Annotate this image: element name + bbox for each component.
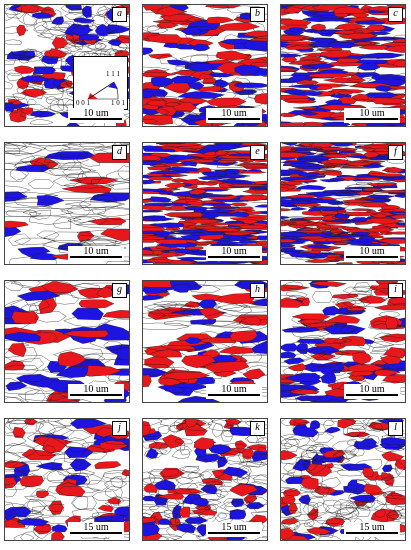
scale-bar-line bbox=[208, 394, 260, 396]
scale-bar-label: 15 um bbox=[359, 522, 385, 533]
scale-bar-line bbox=[70, 256, 122, 258]
legend-label-101: 1 0 1 bbox=[111, 99, 125, 107]
scale-bar-label: 10 um bbox=[83, 246, 109, 257]
ebsd-map-j: j 15 um bbox=[4, 418, 130, 541]
scale-bar: 10 um bbox=[344, 246, 400, 261]
scale-bar-line bbox=[70, 532, 122, 534]
scale-bar: 10 um bbox=[344, 108, 400, 123]
ebsd-map-f: f 10 um bbox=[280, 142, 406, 265]
scale-bar: 15 um bbox=[68, 522, 124, 537]
scale-bar-line bbox=[70, 394, 122, 396]
scale-bar: 10 um bbox=[68, 246, 124, 261]
ebsd-map-image bbox=[143, 281, 267, 402]
ebsd-map-i: i 10 um bbox=[280, 280, 406, 403]
ebsd-map-image bbox=[143, 5, 267, 126]
panel-label: j bbox=[112, 421, 127, 436]
scale-bar-line bbox=[346, 532, 398, 534]
ebsd-map-image bbox=[281, 5, 405, 126]
ipf-triangle-icon bbox=[86, 81, 119, 100]
scale-bar-label: 10 um bbox=[359, 384, 385, 395]
ebsd-map-c: c 10 um bbox=[280, 4, 406, 127]
scale-bar-line bbox=[70, 118, 122, 120]
scale-bar-label: 10 um bbox=[221, 108, 247, 119]
scale-bar: 10 um bbox=[68, 108, 124, 123]
scale-bar-line bbox=[208, 256, 260, 258]
ebsd-map-b: b 10 um bbox=[142, 4, 268, 127]
scale-bar: 15 um bbox=[344, 522, 400, 537]
panel-label: e bbox=[250, 145, 265, 160]
scale-bar: 10 um bbox=[206, 384, 262, 399]
scale-bar-label: 15 um bbox=[83, 522, 109, 533]
panel-label: g bbox=[112, 283, 127, 298]
panel-label: f bbox=[388, 145, 403, 160]
legend-label-001: 0 0 1 bbox=[76, 99, 90, 107]
ebsd-map-image bbox=[281, 143, 405, 264]
ebsd-map-h: h 10 um bbox=[142, 280, 268, 403]
ebsd-map-k: k 15 um bbox=[142, 418, 268, 541]
scale-bar: 10 um bbox=[206, 108, 262, 123]
scale-bar-line bbox=[346, 256, 398, 258]
legend-label-111: 1 1 1 bbox=[106, 70, 120, 78]
panel-label: l bbox=[388, 421, 403, 436]
panel-label: i bbox=[388, 283, 403, 298]
scale-bar-line bbox=[208, 118, 260, 120]
scale-bar-label: 10 um bbox=[221, 384, 247, 395]
ebsd-map-a: a 1 1 1 0 0 1 1 0 1 10 um bbox=[4, 4, 130, 127]
scale-bar-label: 10 um bbox=[83, 384, 109, 395]
scale-bar: 10 um bbox=[344, 384, 400, 399]
ebsd-map-image bbox=[143, 419, 267, 540]
scale-bar-line bbox=[208, 532, 260, 534]
ebsd-map-image bbox=[281, 419, 405, 540]
scale-bar-line bbox=[346, 394, 398, 396]
scale-bar-label: 10 um bbox=[359, 108, 385, 119]
ebsd-map-d: d 10 um bbox=[4, 142, 130, 265]
panel-label: k bbox=[250, 421, 265, 436]
scale-bar: 10 um bbox=[206, 246, 262, 261]
scale-bar: 10 um bbox=[68, 384, 124, 399]
ebsd-map-e: e 10 um bbox=[142, 142, 268, 265]
panel-label: c bbox=[388, 7, 403, 22]
scale-bar-label: 10 um bbox=[221, 246, 247, 257]
ebsd-map-image bbox=[143, 143, 267, 264]
ebsd-map-l: l 15 um bbox=[280, 418, 406, 541]
ipf-color-key: 1 1 1 0 0 1 1 0 1 bbox=[73, 56, 128, 110]
scale-bar-label: 10 um bbox=[359, 246, 385, 257]
ebsd-map-g: g 10 um bbox=[4, 280, 130, 403]
scale-bar-label: 10 um bbox=[83, 108, 109, 119]
scale-bar-label: 15 um bbox=[221, 522, 247, 533]
panel-label: b bbox=[250, 7, 265, 22]
scale-bar-line bbox=[346, 118, 398, 120]
scale-bar: 15 um bbox=[206, 522, 262, 537]
panel-label: h bbox=[250, 283, 265, 298]
panel-label: a bbox=[112, 7, 127, 22]
panel-label: d bbox=[112, 145, 127, 160]
